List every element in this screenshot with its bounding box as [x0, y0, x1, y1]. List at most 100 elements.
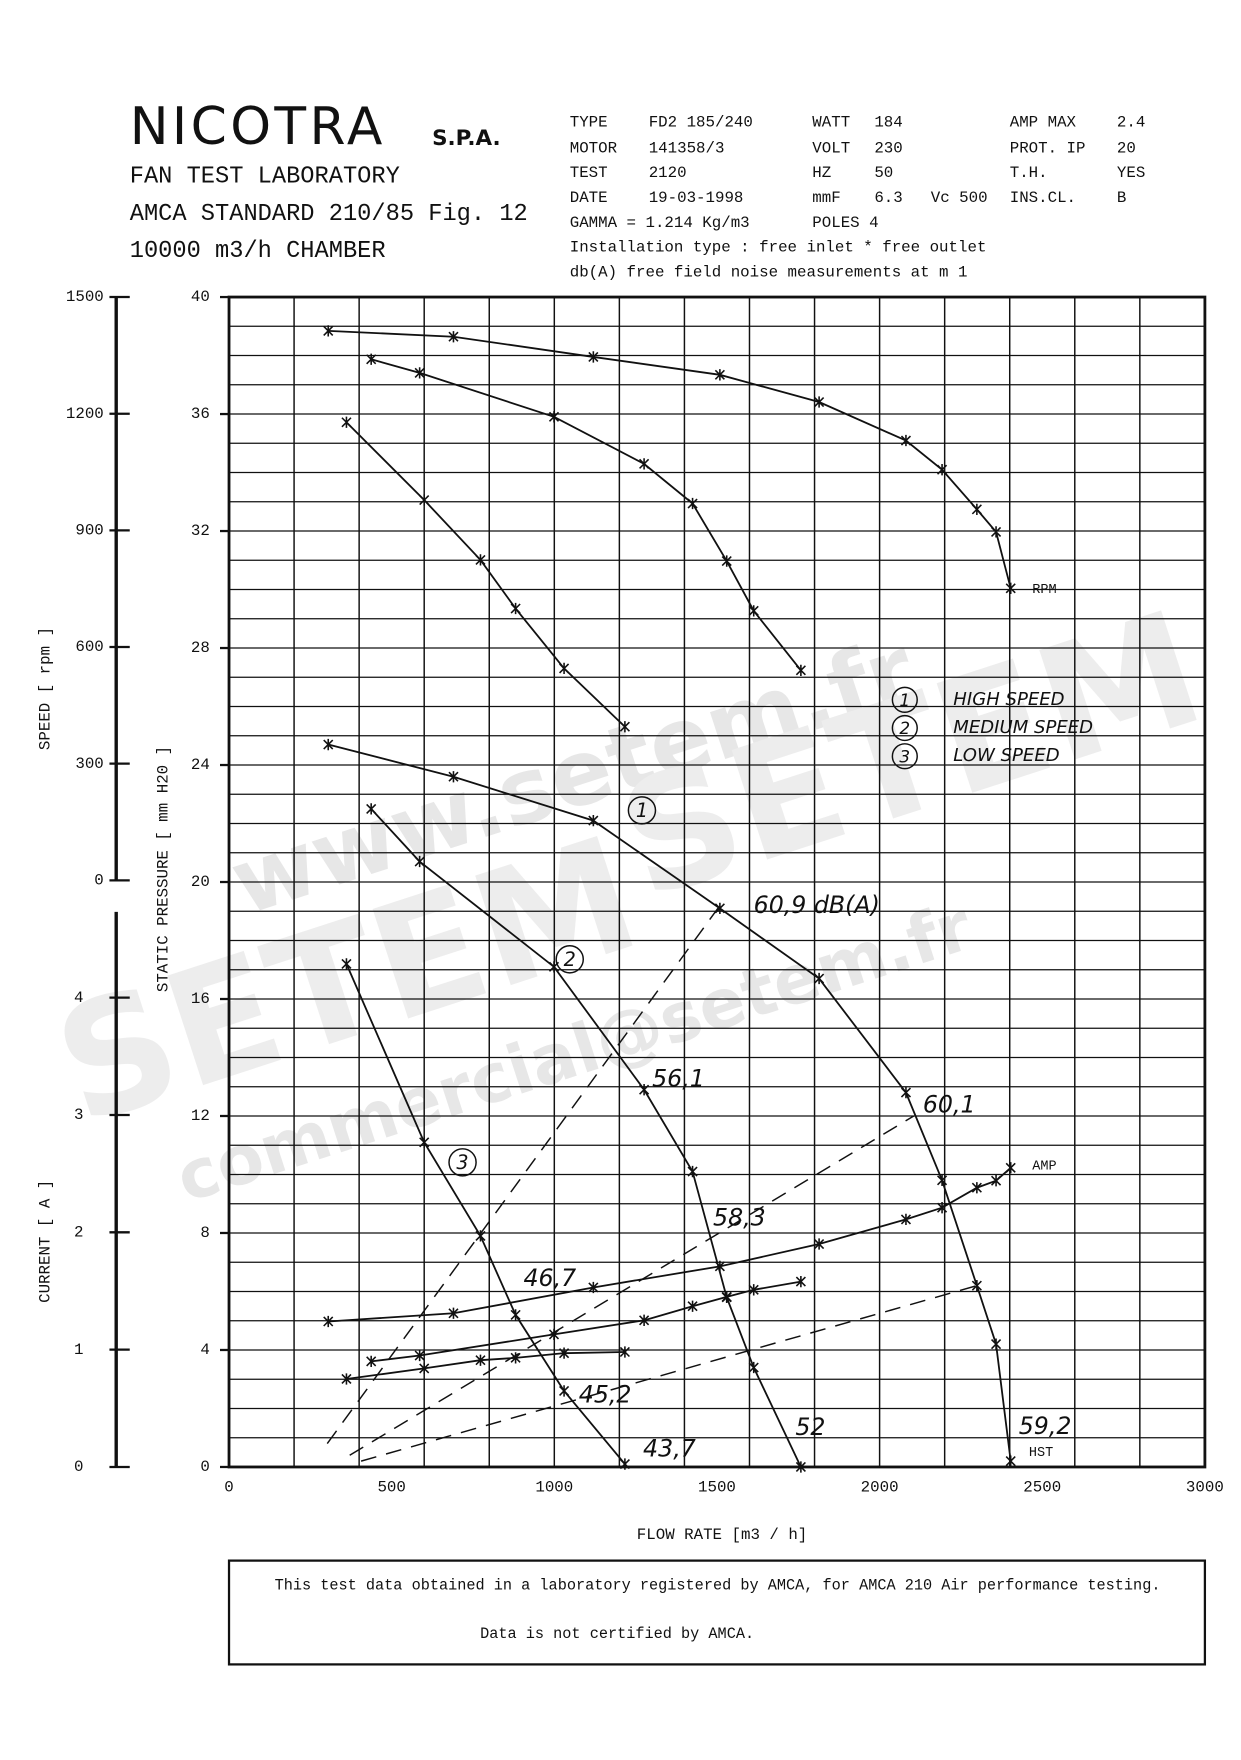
point-marker [588, 351, 599, 363]
current-tick-label: 2 [74, 1223, 83, 1241]
point-marker [814, 972, 825, 985]
point-marker [814, 396, 825, 408]
y-tick-label: 0 [200, 1458, 209, 1476]
point-marker [510, 1352, 521, 1364]
point-marker [936, 464, 948, 476]
x-tick-label: 2500 [1023, 1478, 1061, 1496]
footer-box [227, 1559, 1207, 1666]
curve-name: HST [1029, 1446, 1053, 1461]
system-line [360, 1284, 978, 1462]
curve-label: 3 [456, 1151, 468, 1174]
speed-tick-label: 0 [94, 871, 103, 889]
point-marker [366, 353, 377, 365]
legend-label: LOW SPEED [953, 745, 1059, 766]
point-marker [619, 721, 630, 733]
point-marker [448, 331, 459, 343]
header-line: 10000 m3/h CHAMBER [130, 238, 386, 265]
curve-label: 1 [636, 799, 648, 822]
point-marker [448, 1307, 459, 1319]
curve [328, 743, 1012, 1462]
db-annotation: 46,7 [523, 1264, 576, 1292]
curve-name: RPM [1032, 583, 1056, 598]
point-marker [419, 494, 430, 506]
point-marker [475, 554, 486, 566]
legend-circle [891, 686, 918, 713]
db-annotation: 56,1 [652, 1065, 705, 1093]
spec-text: DATE [570, 189, 608, 207]
curve [328, 329, 1012, 589]
curve [346, 1351, 625, 1380]
x-tick-label: 2000 [861, 1478, 899, 1496]
point-marker [795, 1275, 806, 1288]
x-tick-label: 3000 [1186, 1478, 1224, 1496]
speed-tick-label: 1200 [66, 405, 104, 423]
point-marker [814, 1238, 825, 1250]
db-annotation: 52 [795, 1413, 825, 1441]
point-marker [990, 1175, 1002, 1187]
current-axis-label: CURRENT [ A ] [36, 1180, 54, 1303]
curve [371, 1280, 802, 1363]
spec-text: VOLT [812, 139, 850, 157]
legend-label: HIGH SPEED [953, 689, 1064, 710]
brand: NICOTRA [130, 97, 386, 157]
footer-text: This test data obtained in a laboratory … [275, 1576, 1161, 1594]
point-marker [559, 662, 570, 675]
point-marker [714, 902, 725, 914]
curve [370, 808, 802, 1468]
db-annotation: 60,9 dB(A) [754, 891, 880, 919]
legend-marker: 2 [899, 718, 910, 738]
point-marker [366, 803, 377, 815]
spec-text: 19-03-1998 [649, 189, 744, 207]
legend-circle [891, 743, 918, 770]
curve [345, 421, 626, 728]
db-annotation: 43,7 [643, 1435, 696, 1463]
point-marker [748, 1361, 759, 1374]
point-marker [795, 1461, 806, 1473]
spec-text: INS.CL. [1010, 189, 1076, 207]
db-annotation: 59,2 [1019, 1412, 1072, 1440]
spec-text: WATT [812, 113, 850, 131]
system-line [349, 1115, 915, 1456]
point-marker [414, 855, 425, 868]
y-tick-label: 12 [191, 1107, 210, 1125]
point-marker [341, 416, 352, 428]
point-marker [419, 1136, 430, 1148]
x-tick-label: 500 [377, 1478, 405, 1496]
db-annotation: 45,2 [579, 1380, 632, 1408]
point-marker [721, 1291, 732, 1303]
point-marker [559, 1347, 570, 1359]
curve-label: 2 [564, 948, 576, 971]
spec-text: TEST [570, 164, 608, 182]
curve-label-circle [627, 796, 657, 825]
point-marker [475, 1354, 486, 1366]
db-annotation: 60,1 [923, 1090, 976, 1118]
point-marker [366, 1355, 377, 1368]
point-marker [971, 1182, 982, 1194]
current-tick-label: 1 [74, 1341, 83, 1359]
point-marker [936, 1202, 948, 1214]
point-marker [721, 555, 732, 567]
legend-label: MEDIUM SPEED [953, 717, 1093, 738]
spec-text: db(A) free field noise measurements at m… [570, 263, 968, 281]
point-marker [414, 367, 425, 379]
x-tick-label: 1500 [698, 1478, 736, 1496]
curve [328, 1167, 1012, 1323]
point-marker [639, 1314, 650, 1326]
spec-text: 184 [874, 113, 902, 131]
spec-text: Installation type : free inlet * free ou… [570, 239, 987, 257]
point-marker [323, 325, 334, 337]
spec-text: 2120 [649, 164, 687, 182]
y-tick-label: 20 [191, 873, 210, 891]
point-marker [748, 605, 759, 617]
point-marker [795, 664, 806, 676]
curve [345, 963, 626, 1465]
point-marker [323, 738, 334, 751]
current-tick-label: 0 [74, 1458, 83, 1476]
y-tick-label: 16 [191, 990, 210, 1008]
point-marker [971, 1280, 982, 1292]
y-tick-label: 28 [191, 639, 210, 657]
watermark: www.setem.fr SETEM SETEM commercial@sete… [36, 577, 1222, 1218]
point-marker [341, 958, 352, 970]
point-marker [936, 1174, 948, 1186]
